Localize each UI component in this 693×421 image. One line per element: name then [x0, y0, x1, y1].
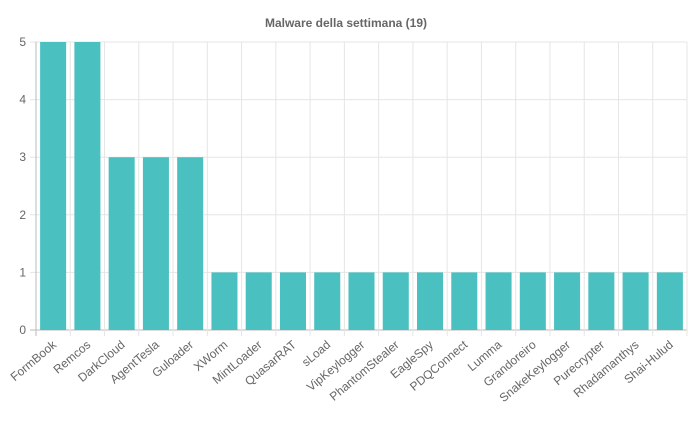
bar-xworm[interactable]: [211, 272, 238, 330]
bar-eaglespy[interactable]: [417, 272, 444, 330]
bar-phantomstealer[interactable]: [382, 272, 409, 330]
bar-sload[interactable]: [314, 272, 341, 330]
bar-formbook[interactable]: [40, 42, 67, 330]
bar-shai-hulud[interactable]: [656, 272, 683, 330]
chart-title: Malware della settimana (19): [265, 16, 427, 30]
y-tick-label: 5: [19, 35, 26, 49]
bar-pdqconnect[interactable]: [451, 272, 478, 330]
y-tick-label: 1: [19, 265, 26, 279]
bar-purecrypter[interactable]: [588, 272, 615, 330]
bar-rhadamanthys[interactable]: [622, 272, 649, 330]
bar-quasarrat[interactable]: [279, 272, 306, 330]
bar-vipkeylogger[interactable]: [348, 272, 375, 330]
y-tick-label: 3: [19, 150, 26, 164]
bar-agenttesla[interactable]: [142, 157, 169, 330]
x-tick-label: FormBook: [8, 337, 60, 384]
bar-grandoreiro[interactable]: [519, 272, 546, 330]
y-tick-label: 4: [19, 93, 26, 107]
bar-remcos[interactable]: [74, 42, 101, 330]
bar-lumma[interactable]: [485, 272, 512, 330]
bar-mintloader[interactable]: [245, 272, 272, 330]
y-tick-label: 0: [19, 323, 26, 337]
bar-darkcloud[interactable]: [108, 157, 135, 330]
bar-guloader[interactable]: [177, 157, 204, 330]
y-tick-label: 2: [19, 208, 26, 222]
bar-snakekeylogger[interactable]: [554, 272, 581, 330]
